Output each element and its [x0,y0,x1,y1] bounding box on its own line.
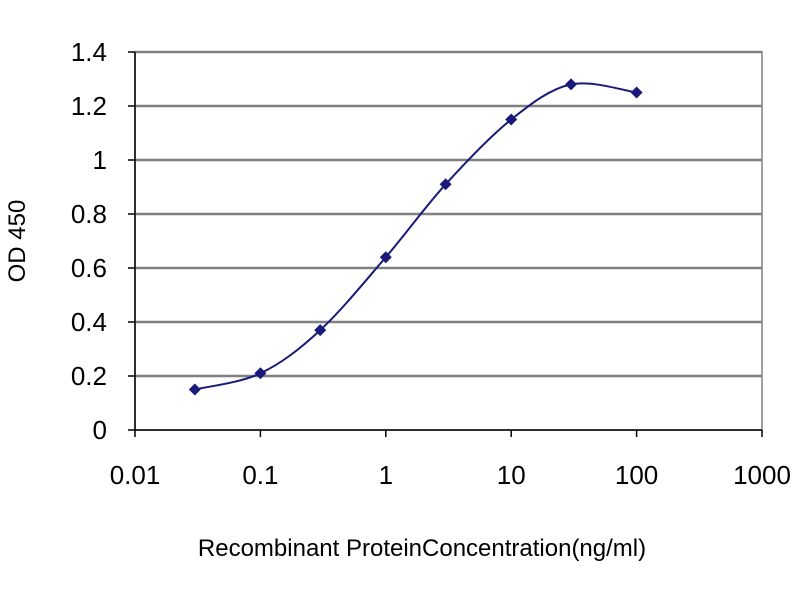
x-axis-ticks: 0.01 0.1 1 10 100 1000 [110,430,791,490]
x-tick-label: 0.1 [242,460,278,490]
y-axis-ticks: 0 0.2 0.4 0.6 0.8 1 1.2 1.4 [71,37,135,445]
series-line [194,82,637,391]
data-point-marker [630,86,643,99]
y-tick-label: 1.2 [71,91,107,121]
y-tick-label: 1.4 [71,37,107,67]
y-tick-label: 0 [93,415,107,445]
x-tick-label: 0.01 [110,460,161,490]
x-tick-label: 10 [497,460,526,490]
y-tick-label: 0.6 [71,253,107,283]
data-point-marker [379,251,392,264]
x-tick-label: 1 [379,460,393,490]
plot-area [134,51,763,431]
x-tick-label: 100 [615,460,658,490]
x-tick-label: 1000 [733,460,791,490]
y-axis-title: OD 450 [4,200,31,283]
data-point-marker [188,383,201,396]
data-point-marker [314,324,327,337]
data-point-marker [439,178,452,191]
y-tick-label: 1 [93,145,107,175]
y-tick-label: 0.4 [71,307,107,337]
axes [134,52,762,431]
y-tick-label: 0.2 [71,361,107,391]
series-layer [188,78,643,396]
y-tick-label: 0.8 [71,199,107,229]
x-axis-title: Recombinant ProteinConcentration(ng/ml) [198,535,646,562]
data-point-marker [505,113,518,126]
data-point-marker [254,367,267,380]
gridlines [135,50,762,378]
data-point-marker [565,78,578,91]
